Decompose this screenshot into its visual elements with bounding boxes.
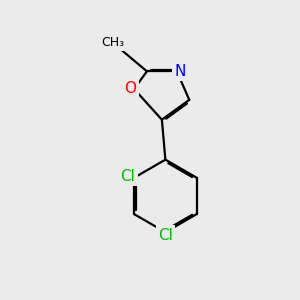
Text: CH₃: CH₃ bbox=[102, 36, 125, 49]
Text: Cl: Cl bbox=[121, 169, 136, 184]
Text: O: O bbox=[124, 82, 136, 97]
Text: Cl: Cl bbox=[158, 228, 173, 243]
Text: N: N bbox=[175, 64, 186, 79]
